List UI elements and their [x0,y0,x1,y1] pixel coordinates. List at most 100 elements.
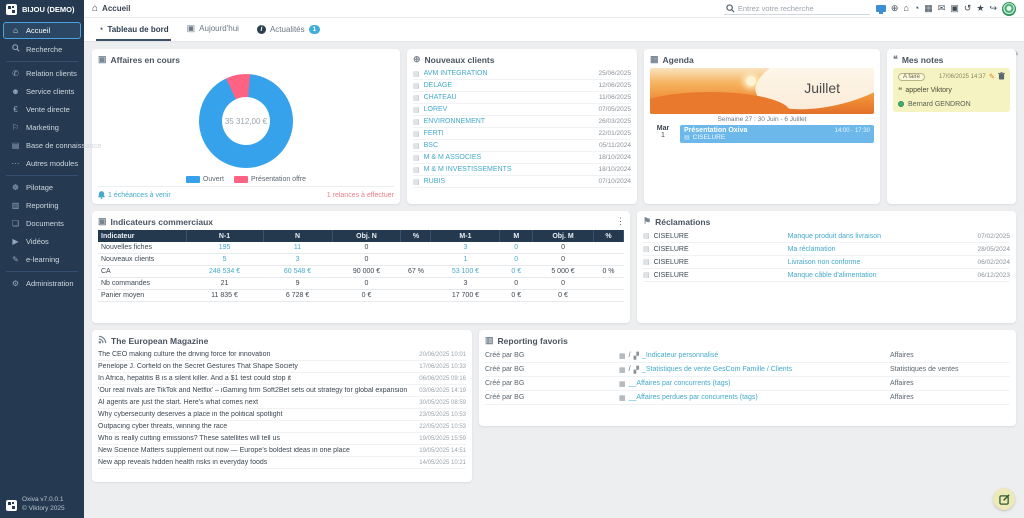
news-row[interactable]: New app reveals hidden health risks in e… [98,457,466,469]
report-row[interactable]: Créé par BG ▦ / ▞ _Indicateur personnalisé … [485,349,1010,363]
grid-icon[interactable]: ▦ [924,3,933,13]
note-author: Bernard GENDRON [908,100,971,108]
panel-title: Réclamations [655,216,711,227]
sidebar-item-relation-clients[interactable]: ✆ Relation clients [3,65,81,82]
screen-share-icon[interactable] [875,5,886,14]
company-icon: ▤ [413,178,420,186]
sidebar-item-reporting[interactable]: ▥ Reporting [11,201,59,210]
sidebar-item-vente-directe[interactable]: € Vente directe [3,101,81,118]
delete-note-icon[interactable] [998,72,1005,82]
add-icon[interactable]: ⊕ [890,3,899,13]
agenda-month: Juillet [804,80,840,96]
client-row[interactable]: ▤ DELAGE 12/06/2025 [413,80,631,92]
news-row[interactable]: New Science Matters supplement out now —… [98,445,466,457]
news-row[interactable]: 'Our real rivals are TikTok and Netflix'… [98,385,466,397]
home-icon[interactable]: ⌂ [903,3,909,13]
client-row[interactable]: ▤ ENVIRONNEMENT 26/03/2025 [413,116,631,128]
client-row[interactable]: ▤ M & M INVESTISSEMENTS 18/10/2024 [413,164,631,176]
compose-note-button[interactable] [993,488,1015,510]
person-icon: ☻ [11,87,20,96]
news-row[interactable]: AI agents are just the start. Here's wha… [98,397,466,409]
table-icon: ▦ [619,380,626,388]
company-icon: ▤ [413,82,420,90]
shop-icon: € [13,105,18,114]
main: ⌂ Accueil ⊕ ⌂ ◔ ▦ ✉ ▣ ↺ ★ ↪ [84,0,1024,518]
affaires-donut-chart[interactable]: 35 312,00 € [199,74,293,168]
news-row[interactable]: In Africa, hepatitis B is a silent kille… [98,373,466,385]
history-icon[interactable]: ↺ [963,3,972,13]
sidebar-item-base-de-connaissance[interactable]: ▤ Base de connaissance [11,141,102,150]
legend-ouvert[interactable]: Ouvert [185,176,224,183]
table-row: Nouvelles fiches 195 11 0 3 0 0 [98,242,624,254]
sidebar-item-service-clients[interactable]: ☻ Service clients [11,87,75,96]
sidebar-item-elearning[interactable]: ✎ e-learning [3,251,81,268]
chart-legend: Ouvert Présentation offre [98,176,394,183]
reclamation-row[interactable]: ▤ CISELURE Manque produit dans livraison 07… [643,230,1010,243]
breadcrumb[interactable]: ⌂ Accueil [92,3,131,14]
reclamation-row[interactable]: ▤ CISELURE Livraison non conforme 06/02/202… [643,256,1010,269]
legend-swatch [185,176,200,183]
panel-reclamations: ⚑ Réclamations ▤ CISELURE Manque produit da… [637,211,1016,323]
tab-actualites[interactable]: i Actualités 1 [255,21,322,41]
sidebar-item-pilotage[interactable]: ☸ Pilotage [11,183,54,192]
agenda-event[interactable]: Présentation Oxiva 14:00 - 17:30 ▤ CISELU… [680,125,874,143]
panel-title: Agenda [662,54,694,65]
relances-link[interactable]: 1 relances à effectuer [326,191,394,199]
logout-icon[interactable]: ↪ [989,3,997,13]
news-row[interactable]: Why cybersecurity deserves a place in th… [98,409,466,421]
table-icon: ▦ [619,352,626,360]
news-row[interactable]: Penelope J. Corfield on the Secret Gestu… [98,361,466,373]
mail-icon[interactable]: ✉ [937,3,946,13]
sidebar-item-videos[interactable]: ▶ Vidéos [3,233,81,250]
echeances-link[interactable]: 1 échéances à venir [98,191,171,199]
global-search [723,3,870,15]
presence-dot [898,101,904,107]
client-row[interactable]: ▤ M & M ASSOCIES 18/10/2024 [413,152,631,164]
search-input[interactable] [737,3,868,13]
sidebar-item-accueil[interactable]: ⌂ Accueil [3,22,81,39]
table-row: Panier moyen 11 835 €6 728 €0 €17 700 €0 … [98,289,624,302]
chart-icon: ▞ [633,366,639,374]
news-row[interactable]: Outpacing cyber threats, winning the rac… [98,421,466,433]
client-row[interactable]: ▤ CHATEAU 11/06/2025 [413,92,631,104]
news-row[interactable]: Who is really cutting emissions? These s… [98,433,466,445]
tab-aujourdhui[interactable]: ▣ Aujourd'hui [186,23,239,33]
table-row: Nouveaux clients 5 3 0 1 0 0 [98,253,624,266]
topbar-icons: ⊕ ⌂ ◔ ▦ ✉ ▣ ↺ ★ ↪ [875,1,1016,16]
gauge-icon[interactable]: ◔ [913,3,920,13]
report-icon: ▥ [485,335,494,345]
legend-presentation-offre[interactable]: Présentation offre [233,176,306,183]
news-row[interactable]: The CEO making culture the driving force… [98,349,466,361]
client-row[interactable]: ▤ FERTI 22/01/2025 [413,128,631,140]
reclamation-row[interactable]: ▤ CISELURE Ma réclamation 28/05/2024 [643,243,1010,256]
edit-note-icon[interactable]: ✎ [988,72,995,81]
sidebar-item-marketing[interactable]: ⚐ Marketing [11,123,59,132]
panel-menu-icon[interactable]: ⋮ [616,216,625,226]
search-icon [726,3,735,13]
documents-icon: ❏ [11,219,20,228]
favorites-icon[interactable]: ★ [976,3,985,13]
user-avatar[interactable] [1002,1,1016,16]
add-client-icon: ⊕ [413,54,421,64]
panel-european-magazine: The European Magazine The CEO making cul… [92,330,472,482]
sidebar-item-administration[interactable]: ⚙ Administration [11,279,74,288]
sidebar-item-documents[interactable]: ❏ Documents [11,219,64,228]
tab-tableau-de-bord[interactable]: ◔ Tableau de bord [96,20,171,41]
report-row[interactable]: Créé par BG ▦ __Affaires par concurrents … [485,377,1010,391]
client-row[interactable]: ▤ AVM INTEGRATION 25/06/2025 [413,68,631,80]
brand[interactable]: BIJOU (DEMO) [0,0,84,18]
calendar-icon[interactable]: ▣ [950,3,959,13]
sidebar-item-autres-modules[interactable]: ⋯ Autres modules [11,159,79,168]
briefcase-icon: ▣ [98,54,107,64]
app-logo-icon [6,499,17,511]
reclamation-row[interactable]: ▤ CISELURE Manque câble d'alimentation 06/1… [643,269,1010,282]
sidebar-item-recherche[interactable]: Recherche [3,40,81,58]
client-row[interactable]: ▤ BSC 05/11/2024 [413,140,631,152]
client-row[interactable]: ▤ LOREV 07/05/2025 [413,104,631,116]
client-row[interactable]: ▤ RUBIS 07/10/2024 [413,176,631,188]
report-row[interactable]: Créé par BG ▦ __Affaires perdues par conc… [485,391,1010,405]
report-row[interactable]: Créé par BG ▦ / ▞ _Statistiques de vente Ge… [485,363,1010,377]
panel-indicateurs-commerciaux: ▣ Indicateurs commerciaux ⋮ Indicateur N-… [92,211,630,323]
note-card[interactable]: A faire 17/06/2025 14:37 ✎ ❝ appeler Vikt… [893,68,1010,112]
